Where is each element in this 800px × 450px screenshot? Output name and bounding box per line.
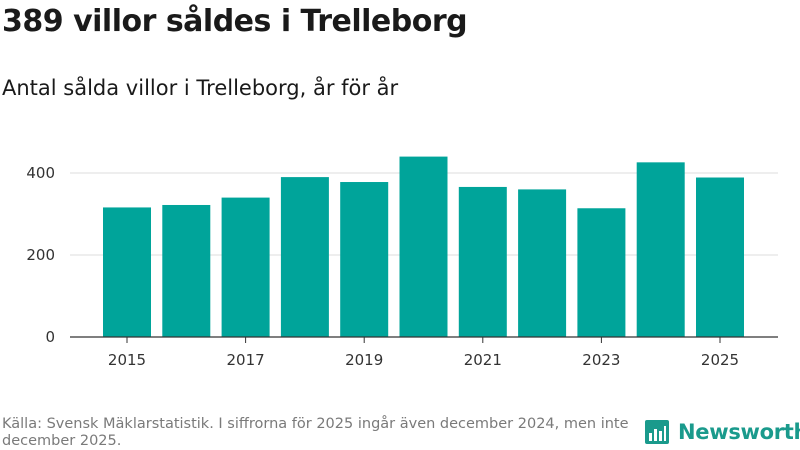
bar-2023 [577,208,626,337]
chart-subtitle: Antal sålda villor i Trelleborg, år för … [2,76,399,100]
x-tick-label-2017: 2017 [227,351,265,369]
bar-2016 [162,204,211,337]
bars [103,156,744,337]
bar-2017 [221,197,270,337]
source-note: Källa: Svensk Mäklarstatistik. I siffror… [2,416,629,449]
bar-2022 [518,189,567,337]
x-tick-label-2023: 2023 [582,351,620,369]
bar-2018 [280,177,329,337]
bar-2024 [636,162,685,337]
x-tick-label-2025: 2025 [701,351,739,369]
bar-2021 [458,186,507,337]
bar-chart: 0 200 400 2015 2017 2019 2021 2023 2025 [26,156,778,369]
axes: 0 200 400 2015 2017 2019 2021 2023 2025 [26,164,778,369]
x-tick-label-2015: 2015 [108,351,146,369]
newsworthy-logo-icon [645,420,669,444]
bar-2020 [399,156,448,337]
bar-2025 [696,177,744,337]
y-tick-label-200: 200 [26,246,55,264]
bar-2015 [103,207,151,337]
brand-logo: Newsworthy [644,419,800,445]
bar-2019 [340,182,389,337]
x-tick-label-2019: 2019 [345,351,383,369]
chart-title: 389 villor såldes i Trelleborg [2,4,468,39]
y-tick-label-400: 400 [26,164,55,182]
y-tick-label-0: 0 [45,328,55,346]
brand-name: Newsworthy [678,420,800,444]
x-tick-label-2021: 2021 [464,351,502,369]
